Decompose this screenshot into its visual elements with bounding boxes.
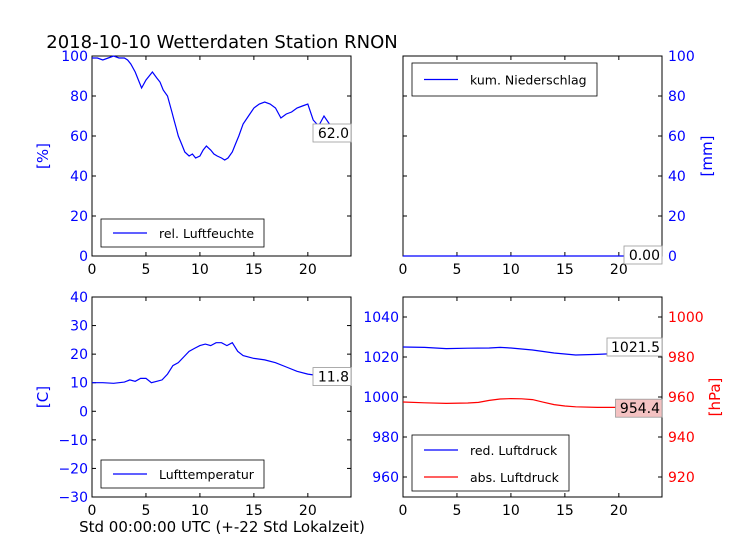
pressure-legend-label-0: red. Luftdruck	[470, 443, 558, 458]
temperature-plot-frame	[91, 296, 352, 498]
humidity-x-tick-label: 20	[299, 262, 317, 278]
temperature-y-tick-label: 0	[79, 404, 88, 420]
humidity-y-tick-label: 60	[70, 129, 88, 145]
humidity-y-tick-label: 0	[79, 249, 88, 265]
temperature-y-axis-label: [C]	[34, 386, 52, 408]
temperature-x-tick-label: 10	[191, 503, 209, 519]
temperature-panel: 0 5 10 15 20 −30 −20 −10 0 10 20 30 40 [C] 11.8 Lufttem…	[34, 290, 352, 519]
pressure-x-tick-label: 5	[452, 503, 461, 519]
temperature-x-tick-label: 15	[245, 503, 263, 519]
x-axis-label: Std 00:00:00 UTC (+-22 Std Lokalzeit)	[79, 518, 365, 536]
temperature-y-tick-label: 40	[70, 290, 88, 306]
pressure-y-right-tick-label: 980	[668, 350, 695, 366]
pressure-legend-frame	[411, 434, 570, 492]
temperature-x-tick-label: 5	[141, 503, 150, 519]
pressure-y-tick-label: 1000	[363, 390, 399, 406]
precipitation-legend-label-0: kum. Niederschlag	[470, 73, 587, 88]
pressure-x-tick-label: 20	[610, 503, 628, 519]
precipitation-value-label-box	[623, 245, 663, 265]
humidity-y-tick-label: 100	[61, 49, 88, 65]
precipitation-x-tick-label: 10	[502, 262, 520, 278]
humidity-x-tick-label: 0	[88, 262, 97, 278]
pressure-series-line-1	[403, 397, 662, 409]
pressure-x-tick-label: 0	[399, 503, 408, 519]
temperature-value-label: 11.8	[318, 370, 349, 386]
precipitation-x-tick-label: 5	[452, 262, 461, 278]
humidity-y-tick-label: 20	[70, 209, 88, 225]
pressure-legend-label-1: abs. Luftdruck	[470, 470, 560, 485]
precipitation-value-label: 0.00	[629, 248, 660, 264]
temperature-value-label-box	[312, 367, 352, 386]
precipitation-x-tick-label: 15	[556, 262, 574, 278]
precipitation-y-tick-label: 20	[668, 209, 686, 225]
humidity-y-tick-label: 40	[70, 169, 88, 185]
humidity-plot-frame	[91, 55, 352, 257]
pressure-y-tick-label: 980	[372, 430, 399, 446]
pressure-value-label-blue-box	[606, 337, 663, 357]
pressure-y-right-tick-label: 940	[668, 430, 695, 446]
pressure-x-tick-label: 10	[502, 503, 520, 519]
precipitation-x-tick-label: 20	[610, 262, 628, 278]
figure-title: 2018-10-10 Wetterdaten Station RNON	[46, 32, 397, 53]
pressure-y-right-tick-label: 920	[668, 470, 695, 486]
temperature-x-tick-label: 0	[88, 503, 97, 519]
pressure-y-tick-label: 1040	[363, 310, 399, 326]
precipitation-y-tick-label: 0	[668, 249, 677, 265]
temperature-y-tick-label: −20	[58, 461, 88, 477]
temperature-x-tick-label: 20	[299, 503, 317, 519]
temperature-y-tick-label: −10	[58, 433, 88, 449]
temperature-y-tick-label: 20	[70, 347, 88, 363]
pressure-value-label-red-box	[615, 398, 663, 418]
precipitation-panel: 0 5 10 15 20 0 20 40 60 80 100 [mm] 0.00 kum. Nieders…	[399, 49, 716, 278]
precipitation-y-tick-label: 80	[668, 89, 686, 105]
pressure-x-tick-label: 15	[556, 503, 574, 519]
pressure-value-label-red: 954.4	[620, 401, 660, 417]
pressure-y-tick-label: 1020	[363, 350, 399, 366]
humidity-panel: 0 5 10 15 20 0 20 40 60 80 100 [%] 62.0 rel. Luftfeuc…	[34, 49, 352, 278]
precipitation-y-tick-label: 40	[668, 169, 686, 185]
humidity-x-tick-label: 15	[245, 262, 263, 278]
pressure-y-right-tick-label: 1000	[668, 310, 704, 326]
temperature-legend-label-0: Lufttemperatur	[159, 467, 255, 482]
humidity-x-tick-label: 5	[141, 262, 150, 278]
humidity-legend-label-0: rel. Luftfeuchte	[159, 226, 254, 241]
precipitation-y-axis-label: [mm]	[698, 136, 716, 177]
pressure-y-tick-label: 960	[372, 470, 399, 486]
temperature-y-tick-label: 30	[70, 319, 88, 335]
pressure-y-right-tick-label: 960	[668, 390, 695, 406]
precipitation-y-tick-label: 100	[668, 49, 695, 65]
temperature-series-line-0	[92, 341, 351, 384]
precipitation-x-tick-label: 0	[399, 262, 408, 278]
humidity-x-tick-label: 10	[191, 262, 209, 278]
humidity-y-tick-label: 80	[70, 89, 88, 105]
humidity-y-axis-label: [%]	[34, 143, 52, 169]
temperature-y-tick-label: 10	[70, 376, 88, 392]
pressure-panel: 0 5 10 15 20 960 980 1000 1020 1040 920 940 960 980 10…	[363, 296, 724, 519]
pressure-value-label-blue: 1021.5	[611, 340, 660, 356]
humidity-series-line-0	[92, 55, 351, 161]
precipitation-y-tick-label: 60	[668, 129, 686, 145]
humidity-value-label: 62.0	[318, 126, 349, 142]
humidity-value-label-box	[312, 123, 352, 143]
pressure-y-right-axis-label: [hPa]	[706, 378, 724, 417]
temperature-y-tick-label: −30	[58, 490, 88, 506]
